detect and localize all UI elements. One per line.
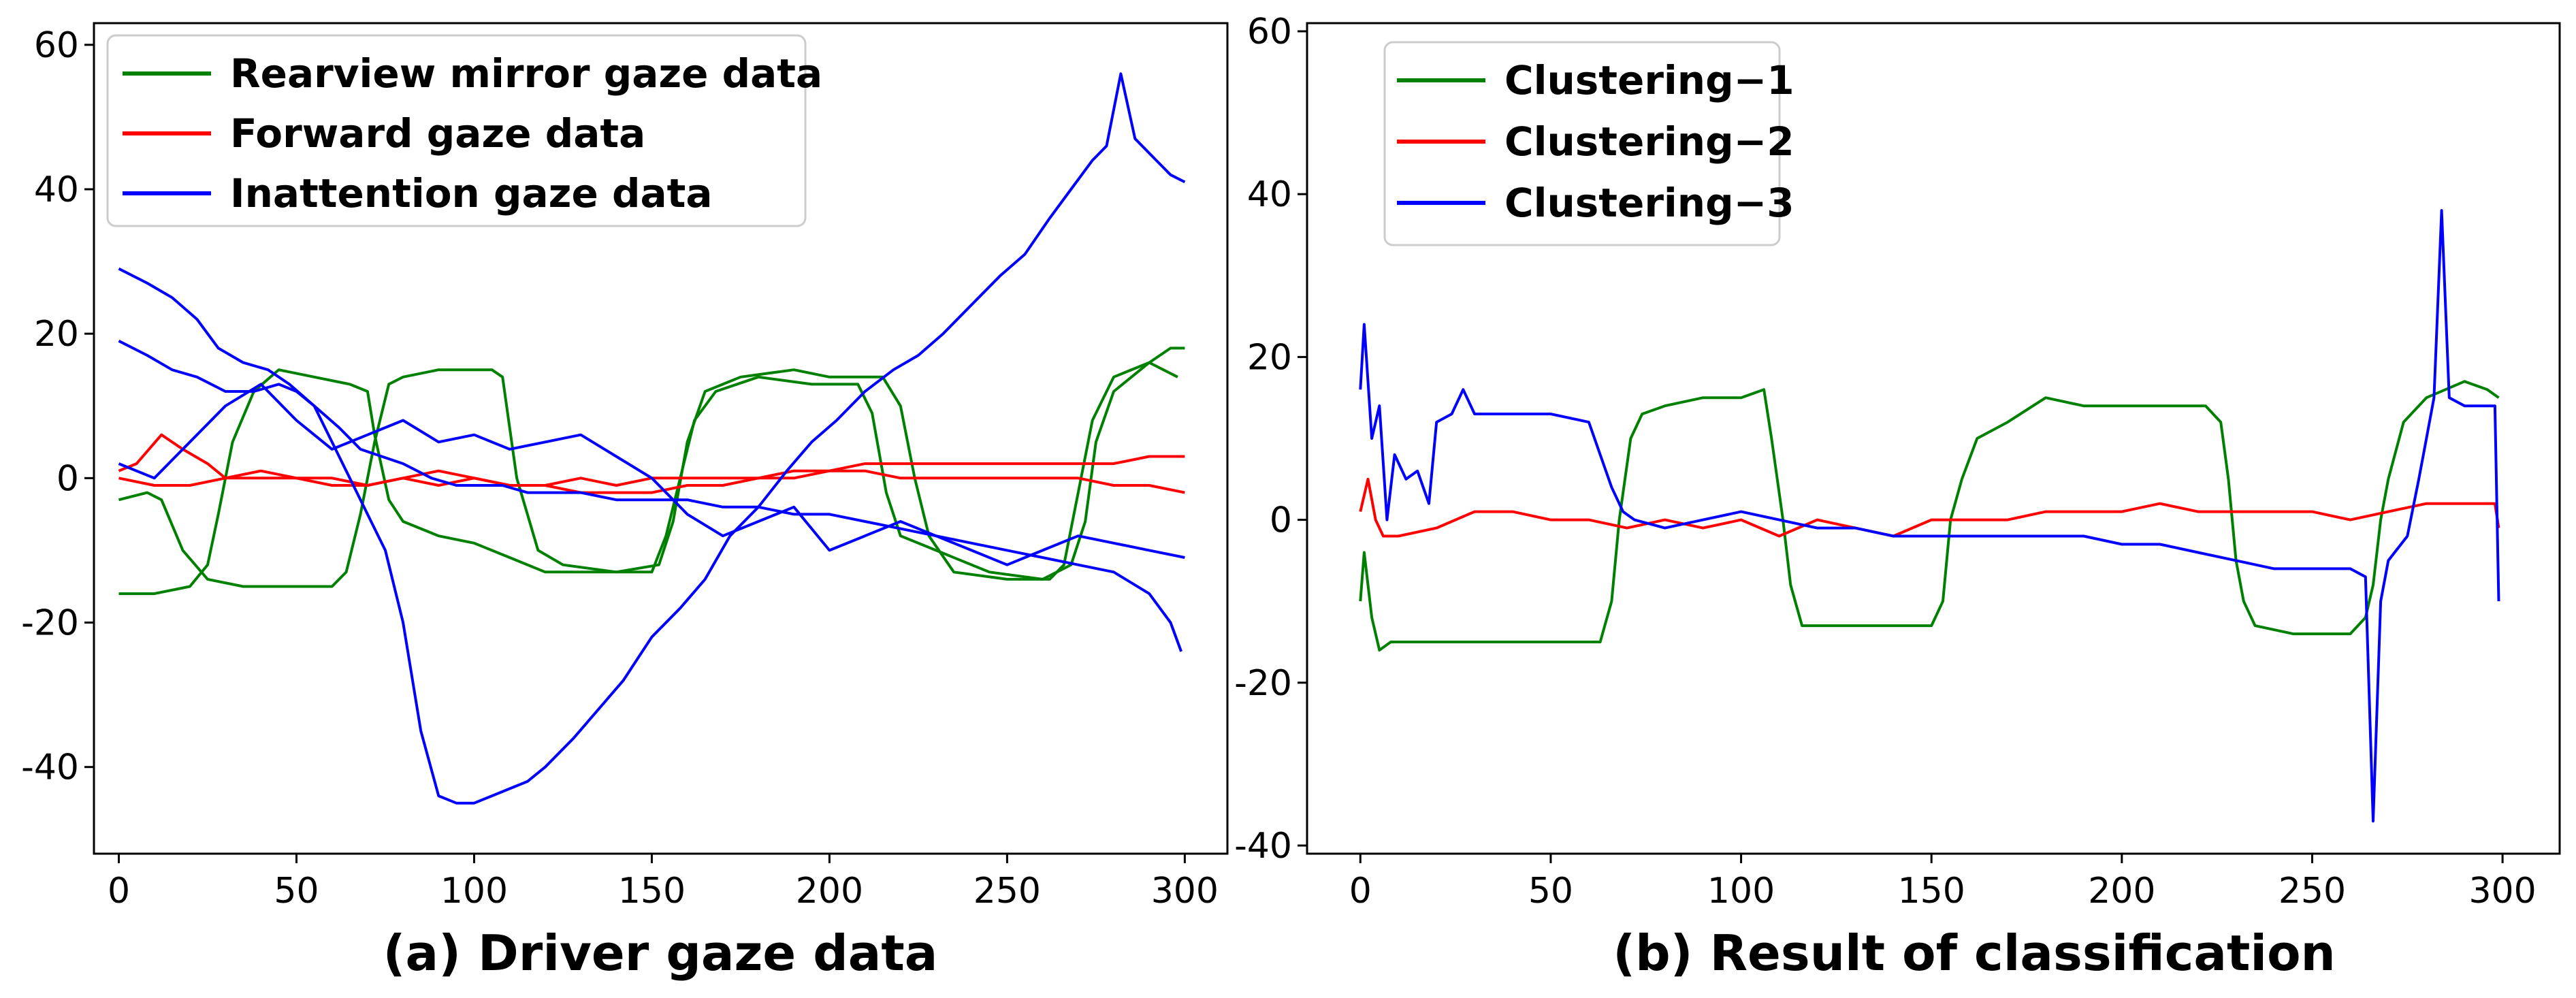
panel-a-legend-label-3: Inattention gaze data [230,170,713,216]
panel-a-y-tick-label: -40 [21,747,79,788]
panel-a-y-tick-label: 20 [34,314,79,355]
panel-a-legend-label-2: Forward gaze data [230,110,645,157]
panel-b-legend-box [1383,41,1781,246]
panel-a-y-tick-label: 60 [34,25,79,66]
panel-b-y-tick-label: -20 [1234,663,1292,704]
panel-a-ticks: 0 50 100 150 200 250 300 -40 -20 0 20 40 60 [21,25,1219,912]
panel-a-series-line-6 [118,72,1186,805]
panel-a-x-tick-label: 100 [440,871,508,912]
panel-b-y-tick-label: 40 [1247,174,1292,215]
panel-a-plot-frame [93,22,1229,855]
panel-b-x-tick-label: 50 [1528,871,1573,912]
panel-a-x-tick-label: 150 [618,871,686,912]
panel-b-series-line-3 [1359,209,2500,823]
panel-a: 0 50 100 150 200 250 300 -40 -20 0 20 40 60 Rearview… [21,22,1229,982]
panel-b-legend-label-2: Clustering−2 [1504,118,1794,165]
panel-a-x-tick-label: 50 [274,871,319,912]
panel-a-x-tick-label: 200 [796,871,863,912]
panel-b-plot-frame [1306,22,2561,855]
panel-b-legend-label-3: Clustering−3 [1504,180,1794,226]
panel-b-x-tick-label: 300 [2468,871,2536,912]
panel-a-x-tick-label: 300 [1151,871,1219,912]
panel-b-x-tick-label: 0 [1349,871,1372,912]
panel-b-y-tick-label: 20 [1247,337,1292,378]
panel-b-series-line-1 [1359,380,2500,651]
panel-a-series-line-3 [118,433,1185,494]
panel-b-x-tick-label: 200 [2088,871,2155,912]
panel-a-y-tick-label: -20 [21,603,79,644]
panel-b-x-tick-label: 100 [1707,871,1775,912]
panel-a-legend-label-1: Rearview mirror gaze data [230,50,822,97]
panel-a-series-line-1 [118,361,1178,588]
panel-a-series [118,72,1186,805]
panel-b-ticks: 0 50 100 150 200 250 300 -40 -20 0 20 40 60 [1234,12,2537,912]
panel-a-legend-box [106,34,807,227]
panel-b-x-tick-label: 150 [1898,871,1965,912]
panel-b-y-tick-label: 60 [1247,12,1292,52]
panel-b-y-tick-label: -40 [1234,826,1292,867]
panel-b-caption: (b) Result of classification [1613,924,2336,982]
panel-a-series-line-5 [118,267,1182,652]
panel-a-series-line-2 [118,347,1185,596]
panel-a-y-tick-label: 40 [34,170,79,210]
panel-b-series-line-2 [1359,477,2500,538]
panel-a-y-tick-label: 0 [57,458,79,499]
panel-a-x-tick-label: 0 [108,871,130,912]
panel-a-x-tick-label: 250 [973,871,1041,912]
panel-b-y-tick-label: 0 [1270,500,1292,541]
panel-b-x-tick-label: 250 [2279,871,2346,912]
panel-b: 0 50 100 150 200 250 300 -40 -20 0 20 40 60 Clusteri… [1234,12,2561,982]
panel-a-legend: Rearview mirror gaze data Forward gaze da… [106,34,822,227]
panel-a-caption: (a) Driver gaze data [383,924,938,982]
panel-b-legend: Clustering−1 Clustering−2 Clustering−3 [1383,41,1794,246]
panel-b-series [1359,209,2500,823]
panel-b-legend-label-1: Clustering−1 [1504,57,1794,103]
panel-a-series-line-7 [118,383,1185,566]
